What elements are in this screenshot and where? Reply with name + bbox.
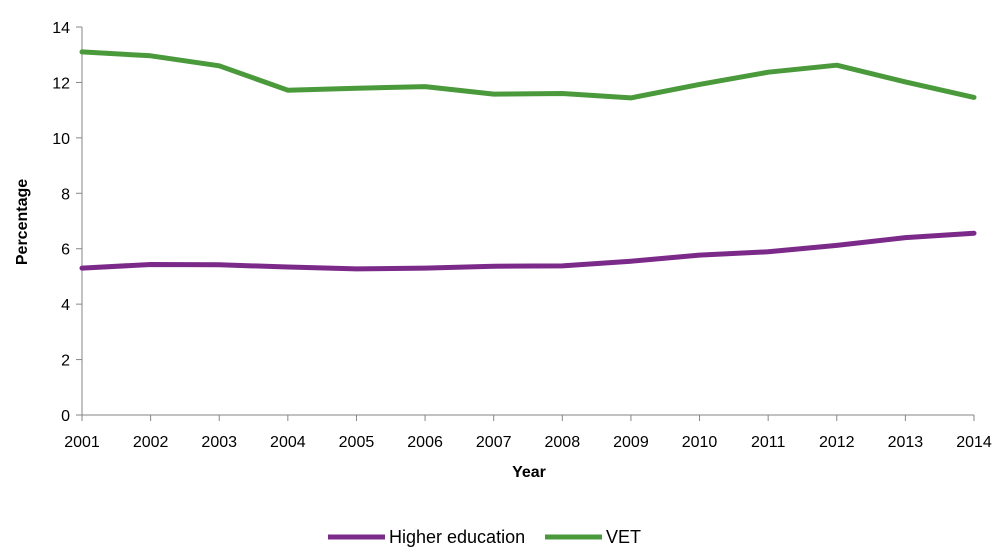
y-tick-label: 8	[61, 186, 70, 203]
x-tick-label: 2013	[888, 434, 924, 451]
series-line-1	[79, 49, 977, 101]
series-line-0	[79, 230, 977, 272]
legend: Higher education VET	[328, 527, 641, 547]
y-tick-label: 0	[61, 408, 70, 425]
x-tick-label: 2012	[819, 434, 855, 451]
x-tick-label: 2006	[407, 434, 443, 451]
y-tick-label: 12	[52, 75, 70, 92]
x-tick-label: 2001	[64, 434, 100, 451]
y-tick-label: 10	[52, 131, 70, 148]
legend-label-1: VET	[606, 527, 641, 547]
x-axis-title: Year	[512, 464, 546, 481]
x-tick-label: 2009	[613, 434, 649, 451]
x-tick-label: 2004	[270, 434, 306, 451]
x-tick-label: 2005	[339, 434, 375, 451]
x-tick-label: 2010	[682, 434, 718, 451]
x-tick-label: 2008	[545, 434, 581, 451]
y-tick-label: 2	[61, 353, 70, 370]
legend-label-0: Higher education	[389, 527, 525, 547]
axis-ticks: 0 2 4 6 8 10 12 14 2001 2002 2003 2004 2005 2006 2007 2…	[52, 20, 992, 451]
x-tick-label: 2007	[476, 434, 512, 451]
y-tick-label: 14	[52, 20, 70, 37]
x-tick-label: 2003	[201, 434, 237, 451]
series-lines	[79, 49, 977, 272]
y-tick-label: 4	[61, 297, 70, 314]
y-tick-label: 6	[61, 242, 70, 259]
x-tick-label: 2002	[133, 434, 169, 451]
y-axis-title: Percentage	[14, 179, 31, 265]
x-tick-label: 2011	[751, 434, 786, 451]
x-tick-label: 2014	[956, 434, 992, 451]
axes	[81, 27, 974, 416]
